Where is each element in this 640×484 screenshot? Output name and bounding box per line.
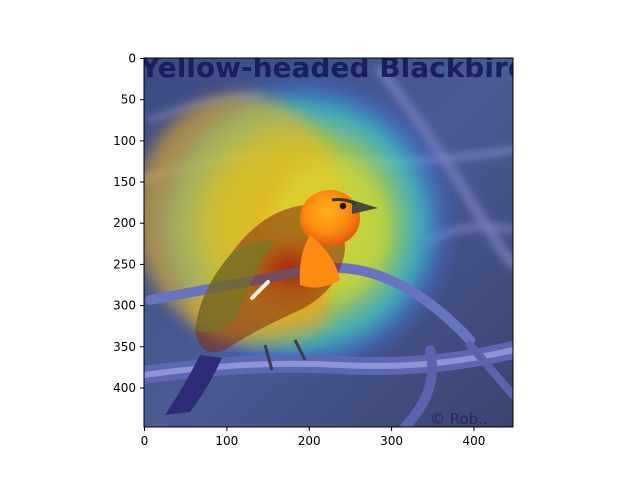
x-tick-label: 300 <box>380 434 403 448</box>
x-tick-label: 200 <box>298 434 321 448</box>
y-tick-label: 300 <box>113 299 136 313</box>
y-tick-label: 350 <box>113 340 136 354</box>
x-tick-label: 0 <box>141 434 149 448</box>
x-tick-label: 400 <box>463 434 486 448</box>
y-tick-label: 200 <box>113 216 136 230</box>
y-tick-label: 150 <box>113 175 136 189</box>
y-tick-label: 0 <box>128 52 136 66</box>
image-area: Yellow-headed Blackbird © Rob.. <box>139 51 528 428</box>
y-tick-label: 100 <box>113 134 136 148</box>
embedded-photo-title: Yellow-headed Blackbird <box>139 51 528 84</box>
y-tick-label: 50 <box>121 93 136 107</box>
y-tick-label: 400 <box>113 381 136 395</box>
y-tick-label: 250 <box>113 257 136 271</box>
x-tick-label: 100 <box>215 434 238 448</box>
y-axis: 0 50 100 150 200 250 300 350 400 <box>113 52 144 395</box>
photo-watermark: © Rob.. <box>430 410 488 428</box>
axes-frame <box>143 57 514 428</box>
x-axis: 0 100 200 300 400 <box>141 427 486 448</box>
